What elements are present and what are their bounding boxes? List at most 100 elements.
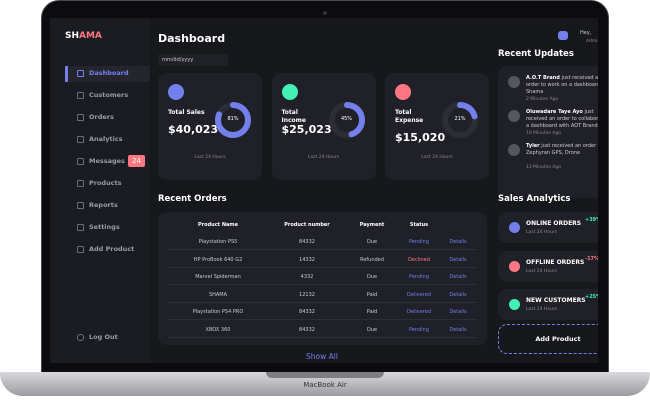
analytics-label: ONLINE ORDERS	[526, 220, 582, 227]
menu-item[interactable]: Messages	[89, 157, 125, 165]
card-icon	[168, 84, 184, 100]
menu-icon	[77, 70, 84, 77]
menu-item[interactable]: Add Product	[89, 245, 135, 253]
table-cell: Marvel Spiderman	[195, 274, 241, 280]
menu-item[interactable]: Analytics	[89, 135, 123, 143]
card-title: Total Income	[281, 109, 307, 124]
row-divider	[168, 319, 477, 320]
menu-icon	[77, 114, 84, 121]
avatar	[508, 110, 520, 122]
card-donut	[442, 102, 478, 138]
table-cell: 84332	[299, 239, 315, 245]
update-text: just received an order of Zephyran GPS, …	[526, 143, 598, 156]
details-link[interactable]: Details	[449, 274, 467, 280]
donut-arc	[215, 102, 251, 138]
table-cell: Playstation PS4 PRO	[192, 309, 244, 315]
table-cell: Delivered	[407, 309, 431, 315]
details-link[interactable]: Details	[449, 256, 467, 263]
menu-icon	[77, 246, 84, 253]
update-time: 2 Minutes Ago	[526, 97, 559, 102]
user-role: Admin	[586, 39, 598, 44]
table-cell: Due	[366, 274, 378, 280]
card-period: Last 24 Hours	[307, 155, 340, 160]
orders-table: Product Name Product number Payment Status P…	[158, 212, 487, 345]
menu-icon	[77, 334, 84, 341]
table-cell: 12132	[299, 291, 315, 298]
date-input[interactable]: mm/dd/yyyy	[158, 54, 228, 66]
card-donut	[328, 102, 365, 138]
table-cell: Pending	[409, 239, 429, 245]
sidebar: SHAMA Dashboard Customers Orders Analytics Me…	[50, 18, 150, 363]
analytics-card: ONLINE ORDERS Last 24 Hours +39%	[498, 212, 598, 243]
menu-item[interactable]: Reports	[89, 201, 118, 209]
table-cell: 84332	[299, 309, 315, 315]
analytics-icon	[509, 299, 520, 310]
stat-card: Total Sales $40,023 81% Last 24 Hours	[158, 73, 262, 180]
table-cell: Declined	[408, 256, 430, 263]
donut-arc	[328, 102, 365, 138]
logout[interactable]: Log Out	[89, 333, 118, 341]
update-time: 13 Minutes Ago	[526, 165, 561, 170]
details-link[interactable]: Details	[449, 326, 467, 333]
menu-item[interactable]: Settings	[89, 223, 120, 231]
updates-panel: A.O.T Brand just received an order to wo…	[498, 66, 598, 198]
card-value: $25,023	[281, 123, 332, 136]
table-cell: Pending	[409, 274, 429, 280]
analytics-period: Last 24 Hours	[526, 230, 558, 235]
analytics-change: +39%	[585, 217, 598, 223]
card-value: $15,020	[395, 131, 446, 144]
menu-item[interactable]: Customers	[89, 91, 129, 99]
analytics-icon	[509, 260, 520, 272]
card-period: Last 24 Hours	[421, 155, 453, 160]
menu-item[interactable]: Dashboard	[89, 69, 129, 77]
update-message: Tyler just received an order of Zephyran…	[526, 143, 598, 164]
card-period: Last 24 Hours	[194, 155, 226, 160]
table-cell: Paid	[366, 291, 378, 298]
menu-icon	[77, 224, 84, 231]
theme-toggle[interactable]	[558, 31, 568, 40]
details-link[interactable]: Details	[449, 309, 467, 315]
add-product-button[interactable]: Add Product	[498, 324, 598, 354]
menu-item[interactable]: Products	[89, 179, 122, 187]
update-text: just received an order to work on a dash…	[526, 75, 598, 95]
row-divider	[168, 301, 477, 303]
column-header: Status	[409, 222, 429, 228]
active-bg	[68, 66, 150, 82]
analytics-change: +25%	[585, 294, 598, 300]
analytics-card: OFFLINE ORDERS Last 24 Hours -17%	[498, 250, 598, 282]
card-icon	[395, 84, 411, 100]
card-icon	[281, 84, 298, 100]
stat-card: Total Expense $15,020 21% Last 24 Hours	[385, 73, 489, 180]
update-message: A.O.T Brand just received an order to wo…	[526, 75, 598, 96]
analytics-period: Last 24 Hours	[526, 307, 558, 312]
update-message: Oluwadare Taye Ayo just received an orde…	[526, 109, 598, 130]
update-time: 10 Minutes Ago	[526, 131, 561, 136]
card-title: Total Expense	[395, 109, 424, 124]
menu-icon	[77, 92, 84, 99]
device-label: MacBook Air	[303, 381, 347, 389]
row-divider	[168, 249, 477, 250]
dashboard-screen: SHAMA Dashboard Customers Orders Analytics Me…	[50, 18, 598, 363]
table-cell: Due	[366, 239, 378, 245]
message-badge: 24	[128, 155, 145, 167]
update-name: A.O.T Brand	[526, 75, 560, 81]
card-donut	[215, 102, 251, 138]
update-name: Oluwadare Taye Ayo	[526, 109, 583, 115]
logo-first: SH	[65, 31, 80, 41]
details-link[interactable]: Details	[449, 291, 467, 298]
section-title: Recent Updates	[498, 49, 574, 59]
menu-icon	[77, 136, 84, 143]
table-cell: Refunded	[360, 256, 384, 263]
menu-item[interactable]: Orders	[89, 113, 114, 121]
active-indicator	[65, 66, 68, 82]
analytics-period: Last 24 Hours	[526, 268, 558, 274]
show-all-link[interactable]: Show All	[306, 352, 338, 361]
avatar	[508, 144, 520, 156]
donut-label: 81%	[227, 116, 239, 122]
analytics-label: NEW CUSTOMERS	[526, 297, 586, 304]
details-link[interactable]: Details	[449, 239, 467, 245]
update-name: Tyler	[526, 143, 540, 149]
table-cell: 84332	[299, 326, 315, 333]
column-header: Product Name	[198, 222, 238, 228]
